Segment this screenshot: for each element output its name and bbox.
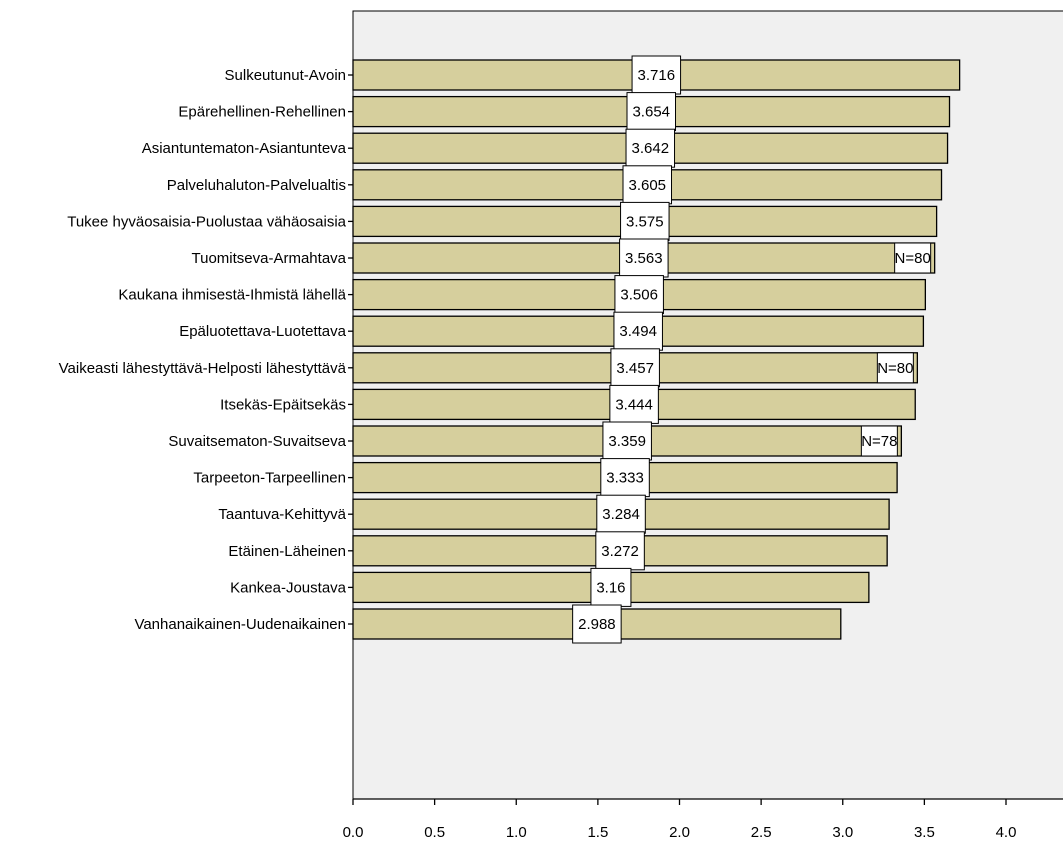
- value-label: 3.563: [625, 250, 663, 267]
- category-label: Tukee hyväosaisia-Puolustaa vähäosaisia: [67, 213, 346, 230]
- value-label-box: [595, 531, 645, 571]
- category-label: Vanhanaikainen-Uudenaikainen: [134, 616, 346, 633]
- category-labels: Sulkeutunut-Avoin Epärehellinen-Rehelline…: [59, 67, 353, 633]
- value-label: 3.333: [606, 470, 644, 487]
- category-label: Sulkeutunut-Avoin: [225, 67, 346, 84]
- n-label: N=78: [861, 433, 897, 450]
- category-label: Epäluotettava-Luotettava: [179, 323, 346, 340]
- value-label-box: [590, 567, 632, 607]
- value-label-box: [625, 128, 676, 168]
- x-tick-label: 3.5: [914, 824, 935, 841]
- value-label: 3.506: [620, 287, 658, 304]
- value-label-box: [613, 311, 663, 351]
- n-label: N=80: [895, 250, 931, 267]
- category-label: Kaukana ihmisestä-Ihmistä lähellä: [118, 287, 346, 304]
- value-label: 3.272: [601, 543, 639, 560]
- value-label: 3.359: [608, 433, 646, 450]
- value-label-box: [610, 348, 660, 388]
- category-label: Vaikeasti lähestyttävä-Helposti lähestyt…: [59, 360, 347, 377]
- value-label-box: [614, 275, 664, 315]
- bars-layer: 3.716 3.654 3.642 3.605 3.575 3.563 N=80 3.506 3…: [352, 55, 961, 644]
- x-tick-label: 4.0: [996, 824, 1017, 841]
- category-label: Asiantuntematon-Asiantunteva: [142, 140, 347, 157]
- category-label: Taantuva-Kehittyvä: [218, 506, 346, 523]
- category-label: Epärehellinen-Rehellinen: [178, 104, 346, 121]
- value-label: 2.988: [578, 616, 616, 633]
- value-label-box: [572, 604, 622, 644]
- value-label-box: [600, 458, 650, 498]
- value-label: 3.444: [615, 396, 653, 413]
- value-label: 3.16: [596, 579, 625, 596]
- x-tick-label: 3.0: [832, 824, 853, 841]
- category-label: Etäinen-Läheinen: [228, 543, 346, 560]
- x-tick-label: 1.0: [506, 824, 527, 841]
- category-label: Kankea-Joustava: [230, 579, 347, 596]
- value-label-box: [602, 421, 652, 461]
- value-label-box: [620, 201, 670, 241]
- value-label-box: [622, 165, 673, 205]
- n-label-box: [894, 242, 932, 274]
- n-label-box: [876, 352, 914, 384]
- value-label: 3.457: [616, 360, 654, 377]
- value-label: 3.494: [619, 323, 657, 340]
- value-label: 3.642: [632, 140, 670, 157]
- n-label: N=80: [877, 360, 913, 377]
- x-tick-label: 1.5: [587, 824, 608, 841]
- x-tick-label: 0.0: [343, 824, 364, 841]
- value-label: 3.575: [626, 213, 664, 230]
- x-tick-label: 0.5: [424, 824, 445, 841]
- x-tick-label: 2.0: [669, 824, 690, 841]
- category-label: Tuomitseva-Armahtava: [192, 250, 347, 267]
- value-label: 3.716: [638, 67, 676, 84]
- value-label: 3.654: [632, 104, 670, 121]
- category-label: Suvaitsematon-Suvaitseva: [168, 433, 346, 450]
- category-label: Palveluhaluton-Palvelualtis: [167, 177, 346, 194]
- x-tick-label: 2.5: [751, 824, 772, 841]
- value-label: 3.284: [602, 506, 640, 523]
- value-label: 3.605: [628, 177, 666, 194]
- category-label: Itsekäs-Epäitsekäs: [220, 396, 346, 413]
- category-label: Tarpeeton-Tarpeellinen: [193, 470, 346, 487]
- value-label-box: [609, 384, 659, 424]
- n-label-box: [860, 425, 898, 457]
- x-axis: 0.0 0.5 1.0 1.5 2.0 2.5 3.0 3.5 4.0: [343, 798, 1063, 841]
